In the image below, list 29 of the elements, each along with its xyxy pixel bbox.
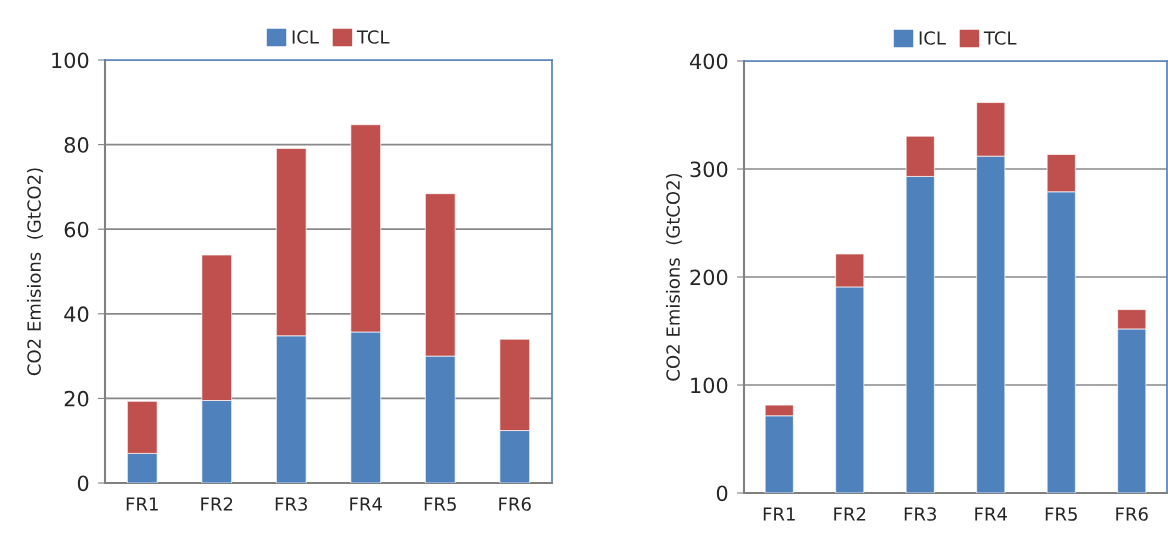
x-tick-label: FR2 bbox=[201, 497, 233, 511]
legend-label: ICL bbox=[292, 30, 319, 44]
x-tick-label: FR6 bbox=[1116, 507, 1148, 521]
legend-label: TCL bbox=[983, 31, 1017, 45]
y-tick-label: 100 bbox=[52, 52, 89, 69]
y-tick-label: 60 bbox=[64, 221, 89, 238]
x-tick-label: FR2 bbox=[834, 507, 866, 521]
y-tick-label: 80 bbox=[64, 137, 89, 153]
y-tick-label: 100 bbox=[691, 377, 728, 394]
x-tick-label: FR6 bbox=[499, 497, 531, 511]
y-tick-label: 0 bbox=[716, 485, 728, 502]
y-tick-label: 20 bbox=[64, 390, 89, 407]
legend-label: ICL bbox=[919, 31, 946, 45]
y-tick-label: 40 bbox=[64, 306, 89, 323]
y-axis-title: CO2 Emisions (GtCO2) bbox=[665, 173, 683, 381]
x-tick-label: FR5 bbox=[424, 497, 456, 511]
y-axis-title: CO2 Emisions (GtCO2) bbox=[26, 168, 44, 376]
y-tick-label: 200 bbox=[690, 269, 728, 286]
x-tick-label: FR4 bbox=[350, 497, 382, 511]
x-tick-label: FR5 bbox=[1045, 507, 1077, 521]
x-tick-label: FR3 bbox=[904, 507, 937, 521]
legend-label: TCL bbox=[356, 30, 390, 44]
y-tick-label: 300 bbox=[690, 161, 728, 178]
y-tick-label: 0 bbox=[77, 475, 89, 492]
x-tick-label: FR4 bbox=[975, 507, 1007, 521]
x-tick-label: FR1 bbox=[763, 507, 795, 521]
x-tick-label: FR3 bbox=[275, 497, 308, 511]
x-tick-label: FR1 bbox=[126, 497, 158, 511]
y-tick-label: 400 bbox=[689, 53, 728, 70]
